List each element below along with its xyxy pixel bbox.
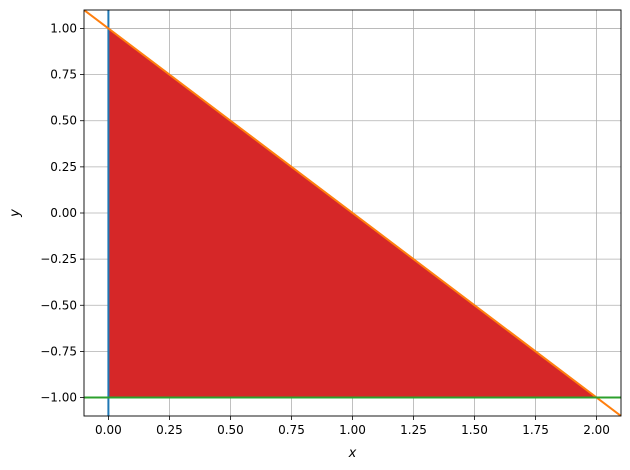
x-axis-ticks: 0.00 0.25 0.50 0.75 1.00 1.25 1.50 1.75 2.00 [95,416,610,437]
y-tick-label-0: 1.00 [50,21,77,35]
y-tick-label-6: −0.50 [40,298,77,312]
x-axis-label: x [348,446,357,461]
x-tick-label-3: 0.75 [278,423,305,437]
series-layer [84,10,621,416]
y-axis-label: y [8,209,23,218]
y-tick-label-1: 0.75 [50,68,77,82]
x-tick-label-2: 0.50 [217,423,244,437]
x-tick-label-0: 0.00 [95,423,122,437]
x-tick-label-7: 1.75 [522,423,549,437]
x-tick-label-1: 0.25 [156,423,183,437]
y-tick-label-8: −1.00 [40,391,77,405]
series-line-1 [84,10,621,416]
y-tick-label-2: 0.50 [50,114,77,128]
y-tick-label-5: −0.25 [40,252,77,266]
x-tick-label-4: 1.00 [339,423,366,437]
y-tick-label-3: 0.25 [50,160,77,174]
y-axis-ticks: 1.00 0.75 0.50 0.25 0.00 −0.25 −0.50 −0.75 −1.00 [40,21,84,405]
x-tick-label-6: 1.50 [461,423,488,437]
y-tick-label-7: −0.75 [40,344,77,358]
x-tick-label-8: 2.00 [583,423,610,437]
x-tick-label-5: 1.25 [400,423,427,437]
y-tick-label-4: 0.00 [50,206,77,220]
